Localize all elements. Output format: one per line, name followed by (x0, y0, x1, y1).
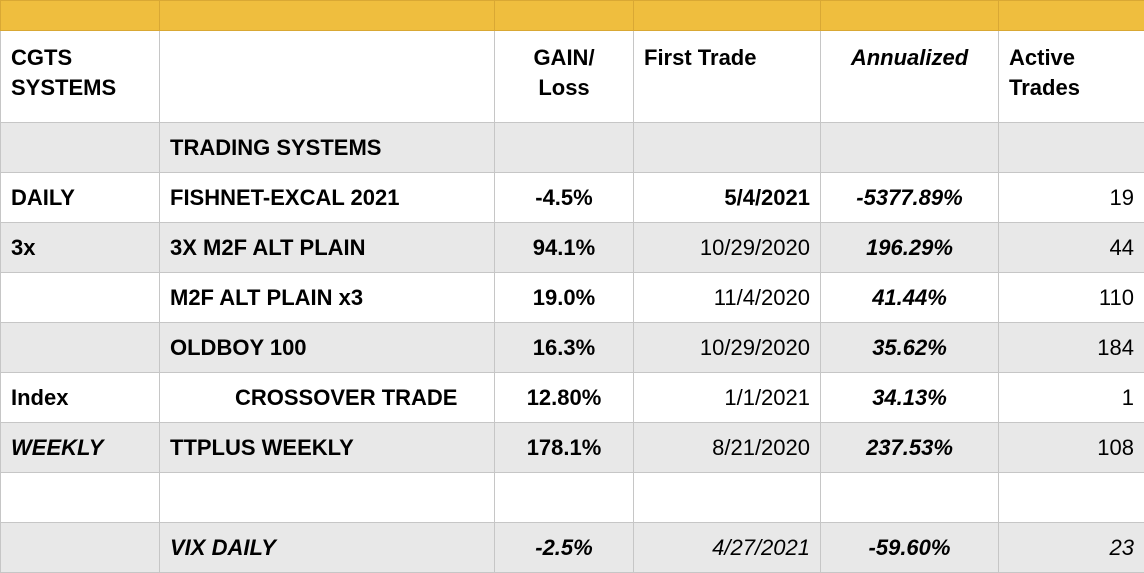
first-trade-cell: 5/4/2021 (634, 173, 821, 223)
header-cgts-systems: CGTS SYSTEMS (1, 31, 160, 123)
system-cell: M2F ALT PLAIN x3 (160, 273, 495, 323)
table-row: M2F ALT PLAIN x3 19.0% 11/4/2020 41.44% … (1, 273, 1144, 323)
group-cell: Index (1, 373, 160, 423)
group-cell: DAILY (1, 173, 160, 223)
active-cell: 108 (999, 423, 1144, 473)
system-cell: 3X M2F ALT PLAIN (160, 223, 495, 273)
gain-cell: 16.3% (495, 323, 634, 373)
active-cell: 110 (999, 273, 1144, 323)
system-cell (160, 473, 495, 523)
gain-cell: 94.1% (495, 223, 634, 273)
annualized-cell: 237.53% (821, 423, 999, 473)
table-row: DAILY FISHNET-EXCAL 2021 -4.5% 5/4/2021 … (1, 173, 1144, 223)
first-trade-cell (634, 473, 821, 523)
first-trade-cell: 1/1/2021 (634, 373, 821, 423)
active-cell: 1 (999, 373, 1144, 423)
group-cell (1, 323, 160, 373)
band-cell (160, 1, 495, 31)
annualized-cell: 35.62% (821, 323, 999, 373)
annualized-cell: -5377.89% (821, 173, 999, 223)
system-cell: OLDBOY 100 (160, 323, 495, 373)
header-first-trade: First Trade (634, 31, 821, 123)
group-cell: 3x (1, 223, 160, 273)
active-cell: 23 (999, 523, 1144, 573)
active-cell: 44 (999, 223, 1144, 273)
gain-cell: -2.5% (495, 523, 634, 573)
section-cell (495, 123, 634, 173)
first-trade-cell: 10/29/2020 (634, 223, 821, 273)
table-row: OLDBOY 100 16.3% 10/29/2020 35.62% 184 (1, 323, 1144, 373)
system-cell: FISHNET-EXCAL 2021 (160, 173, 495, 223)
section-row: TRADING SYSTEMS (1, 123, 1144, 173)
gain-cell: 178.1% (495, 423, 634, 473)
group-cell (1, 473, 160, 523)
first-trade-cell: 4/27/2021 (634, 523, 821, 573)
band-cell (495, 1, 634, 31)
band-cell (1, 1, 160, 31)
gain-cell: -4.5% (495, 173, 634, 223)
section-title: TRADING SYSTEMS (160, 123, 495, 173)
system-cell: CROSSOVER TRADE (160, 373, 495, 423)
annualized-cell: -59.60% (821, 523, 999, 573)
table-row: Index CROSSOVER TRADE 12.80% 1/1/2021 34… (1, 373, 1144, 423)
band-cell (634, 1, 821, 31)
annualized-cell: 196.29% (821, 223, 999, 273)
group-cell (1, 273, 160, 323)
gain-cell: 19.0% (495, 273, 634, 323)
band-cell (999, 1, 1144, 31)
annualized-cell: 34.13% (821, 373, 999, 423)
table-row (1, 473, 1144, 523)
table-row: WEEKLY TTPLUS WEEKLY 178.1% 8/21/2020 23… (1, 423, 1144, 473)
top-band-row (1, 1, 1144, 31)
header-row: CGTS SYSTEMS GAIN/ Loss First Trade Annu… (1, 31, 1144, 123)
header-annualized: Annualized (821, 31, 999, 123)
group-cell: WEEKLY (1, 423, 160, 473)
system-cell: VIX DAILY (160, 523, 495, 573)
section-cell (999, 123, 1144, 173)
first-trade-cell: 10/29/2020 (634, 323, 821, 373)
system-cell: TTPLUS WEEKLY (160, 423, 495, 473)
active-cell: 19 (999, 173, 1144, 223)
header-gain-loss: GAIN/ Loss (495, 31, 634, 123)
header-blank (160, 31, 495, 123)
first-trade-cell: 11/4/2020 (634, 273, 821, 323)
gain-cell (495, 473, 634, 523)
section-group-cell (1, 123, 160, 173)
band-cell (821, 1, 999, 31)
gain-cell: 12.80% (495, 373, 634, 423)
active-cell (999, 473, 1144, 523)
annualized-cell: 41.44% (821, 273, 999, 323)
annualized-cell (821, 473, 999, 523)
table-row: VIX DAILY -2.5% 4/27/2021 -59.60% 23 (1, 523, 1144, 573)
section-cell (821, 123, 999, 173)
active-cell: 184 (999, 323, 1144, 373)
first-trade-cell: 8/21/2020 (634, 423, 821, 473)
header-active-trades: Active Trades (999, 31, 1144, 123)
group-cell (1, 523, 160, 573)
section-cell (634, 123, 821, 173)
table-row: 3x 3X M2F ALT PLAIN 94.1% 10/29/2020 196… (1, 223, 1144, 273)
